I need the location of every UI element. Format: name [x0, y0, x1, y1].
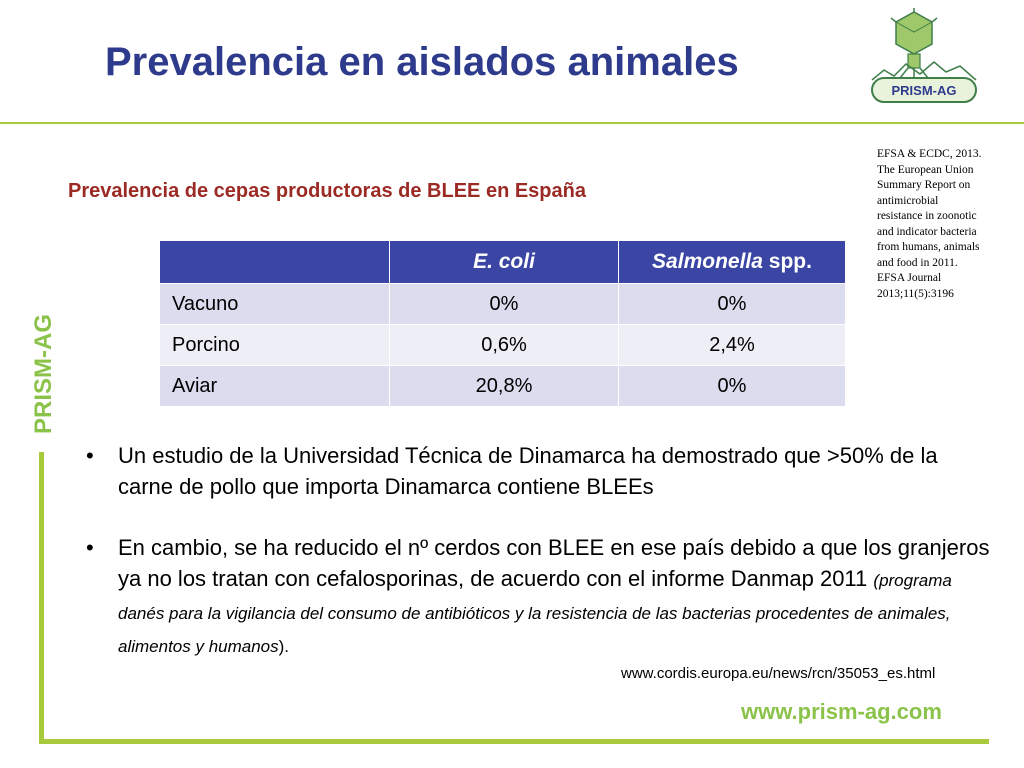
- table-cell: 0%: [618, 365, 846, 407]
- bullet-italic-note: programa danés para la vigilancia del co…: [118, 571, 952, 656]
- prism-ag-logo: PRISM-AG: [871, 8, 977, 103]
- svg-text:PRISM-AG: PRISM-AG: [892, 83, 957, 98]
- table-row: Aviar 20,8% 0%: [159, 365, 846, 407]
- table-cell: 0,6%: [389, 324, 619, 366]
- table-row: Vacuno 0% 0%: [159, 283, 846, 325]
- salmonella-spp: spp.: [762, 250, 812, 273]
- citation-line: antimicrobial: [877, 194, 939, 207]
- side-brand-label: PRISM-AG: [30, 314, 57, 434]
- table-cell: 0%: [618, 283, 846, 325]
- frame-line-horizontal: [39, 739, 989, 744]
- bullet-paren-close: ).: [278, 637, 290, 656]
- bullet-item: • Un estudio de la Universidad Técnica d…: [86, 440, 996, 502]
- slide-title: Prevalencia en aislados animales: [105, 40, 739, 84]
- table-row: Porcino 0,6% 2,4%: [159, 324, 846, 366]
- bullet-text: Un estudio de la Universidad Técnica de …: [118, 443, 938, 499]
- citation-line: resistance in zoonotic: [877, 210, 977, 222]
- bullet-paren-open: (: [873, 571, 880, 590]
- slide-subtitle: Prevalencia de cepas productoras de BLEE…: [68, 180, 586, 202]
- bullet-list: • Un estudio de la Universidad Técnica d…: [86, 440, 996, 662]
- citation-line: Summary Report on: [877, 179, 971, 191]
- salmonella-genus: Salmonella: [652, 250, 763, 273]
- table-header-cell: [159, 240, 390, 284]
- table-header-ecoli: E. coli: [389, 240, 619, 284]
- citation-line: EFSA & ECDC, 2013.: [877, 148, 982, 160]
- reference-url[interactable]: www.cordis.europa.eu/news/rcn/35053_es.h…: [621, 665, 936, 682]
- citation-line: and food in 2011.: [877, 256, 958, 269]
- table-cell: 0%: [389, 283, 619, 325]
- bullet-item: • En cambio, se ha reducido el nº cerdos…: [86, 532, 996, 662]
- table-header-row: E. coli Salmonella spp.: [159, 240, 846, 284]
- citation-line: EFSA Journal: [877, 272, 942, 284]
- header-divider: [0, 122, 1024, 124]
- table-row-label: Aviar: [159, 365, 390, 407]
- frame-line-vertical: [39, 452, 44, 744]
- citation-line: The European Union: [877, 163, 974, 176]
- table-row-label: Vacuno: [159, 283, 390, 325]
- bullet-dot: •: [86, 443, 94, 468]
- bullet-text: En cambio, se ha reducido el nº cerdos c…: [118, 535, 990, 591]
- citation-line: and indicator bacteria: [877, 225, 977, 238]
- virus-icon: [890, 8, 938, 79]
- table-row-label: Porcino: [159, 324, 390, 366]
- citation-line: 2013;11(5):3196: [877, 287, 954, 300]
- table-header-salmonella: Salmonella spp.: [618, 240, 846, 284]
- bullet-dot: •: [86, 535, 94, 560]
- table-cell: 20,8%: [389, 365, 619, 407]
- table-cell: 2,4%: [618, 324, 846, 366]
- citation-line: from humans, animals: [877, 241, 980, 253]
- citation: EFSA & ECDC, 2013. The European Union Su…: [877, 147, 1019, 302]
- website-link[interactable]: www.prism-ag.com: [741, 699, 942, 724]
- prevalence-table: E. coli Salmonella spp. Vacuno 0% 0% Por…: [159, 240, 846, 407]
